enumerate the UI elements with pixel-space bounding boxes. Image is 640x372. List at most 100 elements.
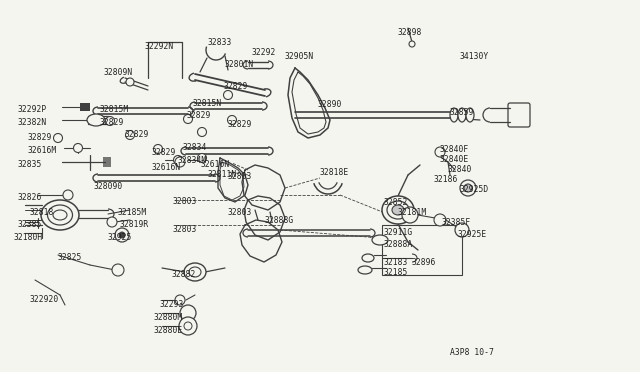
Circle shape (175, 157, 185, 167)
Circle shape (180, 305, 196, 321)
Circle shape (455, 223, 469, 237)
Text: 32925E: 32925E (458, 230, 487, 239)
Bar (80, 103, 90, 111)
Circle shape (184, 115, 193, 124)
Ellipse shape (450, 108, 458, 122)
Text: 32834: 32834 (183, 143, 207, 152)
Text: 32616N: 32616N (152, 163, 181, 172)
FancyBboxPatch shape (508, 103, 530, 127)
Bar (103, 157, 111, 167)
Text: 32385F: 32385F (442, 218, 471, 227)
Text: 32185: 32185 (384, 268, 408, 277)
Text: 32811N: 32811N (208, 170, 237, 179)
Circle shape (119, 232, 125, 238)
Ellipse shape (47, 205, 72, 225)
Text: 32829: 32829 (187, 111, 211, 120)
Circle shape (107, 217, 117, 227)
Ellipse shape (382, 196, 414, 224)
Text: 32859: 32859 (450, 108, 474, 117)
Text: 32180H: 32180H (14, 233, 44, 242)
Text: 32882: 32882 (172, 270, 196, 279)
Text: 32840: 32840 (448, 165, 472, 174)
Circle shape (464, 184, 472, 192)
Text: 32803: 32803 (228, 172, 252, 181)
Text: 32911G: 32911G (384, 228, 413, 237)
Text: 32888A: 32888A (384, 240, 413, 249)
Circle shape (223, 90, 232, 99)
Text: 32803: 32803 (173, 225, 197, 234)
Ellipse shape (189, 267, 201, 277)
Ellipse shape (184, 263, 206, 281)
Text: 32818: 32818 (30, 208, 54, 217)
Circle shape (154, 144, 163, 154)
Text: 32186: 32186 (434, 175, 458, 184)
Text: 32905N: 32905N (285, 52, 314, 61)
Ellipse shape (387, 201, 409, 219)
Ellipse shape (392, 205, 404, 215)
Text: 32382N: 32382N (18, 118, 47, 127)
Text: 32829: 32829 (224, 82, 248, 91)
Ellipse shape (358, 266, 372, 274)
Ellipse shape (372, 235, 388, 245)
Text: 32801N: 32801N (225, 60, 254, 69)
Text: 32829: 32829 (28, 133, 52, 142)
Ellipse shape (87, 114, 105, 126)
Text: 32385: 32385 (18, 220, 42, 229)
Circle shape (106, 116, 115, 125)
Circle shape (227, 115, 237, 125)
Text: 32815N: 32815N (193, 99, 222, 108)
Circle shape (175, 295, 185, 305)
Text: 32852: 32852 (384, 198, 408, 207)
Text: 32880E: 32880E (154, 326, 183, 335)
Text: 32880M: 32880M (154, 313, 183, 322)
Text: 32183: 32183 (384, 258, 408, 267)
Text: 34130Y: 34130Y (460, 52, 489, 61)
Ellipse shape (362, 254, 374, 262)
Text: 32185M: 32185M (118, 208, 147, 217)
Circle shape (179, 317, 197, 335)
Text: 32293: 32293 (160, 300, 184, 309)
Text: 32896: 32896 (412, 258, 436, 267)
Circle shape (198, 128, 207, 137)
Text: 32840E: 32840E (440, 155, 469, 164)
Circle shape (126, 78, 134, 86)
Circle shape (409, 41, 415, 47)
Text: 32833: 32833 (208, 38, 232, 47)
Text: 32292: 32292 (252, 48, 276, 57)
Text: 32815M: 32815M (100, 105, 129, 114)
Circle shape (173, 155, 182, 164)
Text: 32829: 32829 (152, 148, 177, 157)
Ellipse shape (466, 108, 474, 122)
Ellipse shape (41, 200, 79, 230)
Circle shape (460, 180, 476, 196)
Text: 32825: 32825 (58, 253, 83, 262)
Text: 32888G: 32888G (265, 216, 294, 225)
Text: 32616M: 32616M (28, 146, 57, 155)
Text: A3P8 10-7: A3P8 10-7 (450, 348, 494, 357)
Text: 32803: 32803 (173, 197, 197, 206)
Text: 32829: 32829 (100, 118, 124, 127)
Circle shape (63, 190, 73, 200)
Text: 32829: 32829 (125, 130, 149, 139)
Circle shape (112, 264, 124, 276)
Text: 32890: 32890 (318, 100, 342, 109)
Text: 32898: 32898 (398, 28, 422, 37)
Ellipse shape (53, 210, 67, 220)
Text: 322920: 322920 (30, 295, 60, 304)
Circle shape (184, 322, 192, 330)
Circle shape (54, 134, 63, 142)
Text: 32925D: 32925D (460, 185, 489, 194)
Text: 32829: 32829 (228, 120, 252, 129)
Text: 32181M: 32181M (398, 208, 428, 217)
Circle shape (198, 154, 207, 163)
Circle shape (434, 214, 446, 226)
Ellipse shape (458, 108, 466, 122)
Text: 32840F: 32840F (440, 145, 469, 154)
Circle shape (74, 144, 83, 153)
Text: 32925: 32925 (108, 233, 132, 242)
Circle shape (125, 131, 134, 140)
Text: 32616N: 32616N (201, 160, 230, 169)
Circle shape (115, 228, 129, 242)
Circle shape (435, 147, 445, 157)
Text: 32819R: 32819R (120, 220, 149, 229)
